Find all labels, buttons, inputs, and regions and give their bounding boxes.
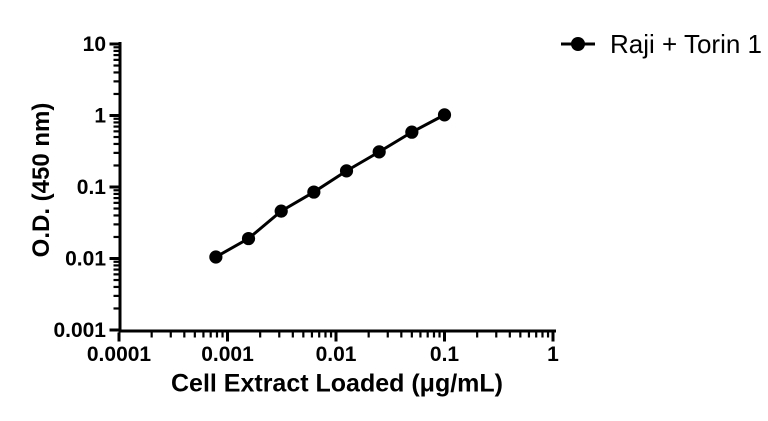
data-point-marker	[437, 108, 452, 122]
data-point-marker	[405, 125, 419, 139]
y-axis-title: O.D. (450 nm)	[28, 102, 55, 258]
y-tick-label: 0.001	[53, 319, 106, 342]
data-point-marker	[372, 145, 386, 159]
x-tick-label: 1	[547, 343, 559, 366]
data-point-marker	[274, 204, 288, 218]
x-tick-label: 0.1	[430, 343, 460, 366]
legend-label: Raji + Torin 1	[610, 28, 762, 59]
y-tick-label: 0.1	[77, 176, 107, 199]
x-axis-title: Cell Extract Loaded (μg/mL)	[170, 369, 504, 398]
y-tick-label: 10	[83, 33, 106, 56]
legend-marker-icon	[561, 37, 595, 51]
x-tick-label: 0.001	[201, 343, 254, 366]
data-point-marker	[339, 164, 354, 178]
x-tick-label: 0.01	[316, 343, 357, 366]
y-tick-label: 1	[94, 105, 106, 128]
x-tick-label: 0.0001	[87, 343, 152, 366]
data-point-marker	[209, 250, 223, 264]
data-point-marker	[241, 231, 256, 246]
y-tick-label: 0.01	[65, 248, 106, 271]
legend: Raji + Torin 1	[560, 29, 762, 59]
data-point-marker	[307, 185, 321, 199]
